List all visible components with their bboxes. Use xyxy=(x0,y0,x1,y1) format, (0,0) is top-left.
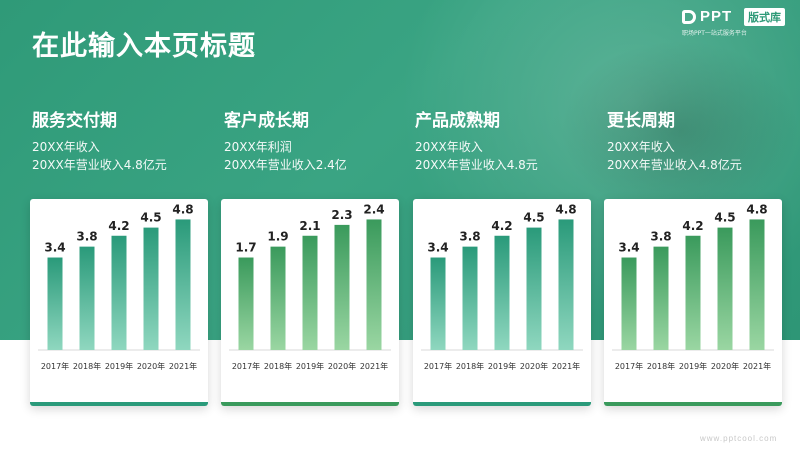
bar-4 xyxy=(749,219,765,350)
column-header-2: 客户成长期 20XX年利润 20XX年营业收入2.4亿 xyxy=(224,106,404,174)
data-label-2: 4.2 xyxy=(682,219,703,233)
column-line-1: 20XX年利润 xyxy=(224,140,292,154)
column-line-1: 20XX年收入 xyxy=(415,140,483,154)
bar-2 xyxy=(685,235,701,350)
data-label-4: 2.4 xyxy=(363,202,384,216)
column-header-4: 更长周期 20XX年收入 20XX年营业收入4.8亿元 xyxy=(607,106,787,174)
data-label-0: 3.4 xyxy=(618,241,639,255)
bar-4 xyxy=(175,219,191,350)
bar-0 xyxy=(47,257,63,350)
bar-2 xyxy=(494,235,510,350)
bar-1 xyxy=(462,246,478,350)
bar-1 xyxy=(79,246,95,350)
data-label-3: 4.5 xyxy=(523,211,544,225)
logo-p-icon xyxy=(682,10,696,24)
x-tick-label-1: 2018年 xyxy=(647,361,675,371)
bar-3 xyxy=(526,227,542,350)
page-title: 在此输入本页标题 xyxy=(32,31,256,62)
x-tick-label-0: 2017年 xyxy=(232,361,260,371)
chart-card-3: 3.4 2017年 3.8 2018年 4.2 2019年 4.5 2020年 4.8 2021年 xyxy=(413,199,591,406)
column-title: 服务交付期 xyxy=(32,111,117,131)
bar-chart-1: 3.4 2017年 3.8 2018年 4.2 2019年 4.5 2020年 4.8 2021年 xyxy=(38,202,200,371)
column-line-2: 20XX年营业收入4.8亿元 xyxy=(607,158,742,172)
logo-tagline: 职场PPT一站式服务平台 xyxy=(682,30,747,37)
bar-chart-2: 1.7 2017年 1.9 2018年 2.1 2019年 2.3 2020年 2.4 2021年 xyxy=(229,202,391,371)
x-tick-label-4: 2021年 xyxy=(552,361,580,371)
column-title: 更长周期 xyxy=(607,111,675,131)
data-label-2: 4.2 xyxy=(491,219,512,233)
data-label-1: 3.8 xyxy=(459,230,480,244)
column-line-2: 20XX年营业收入2.4亿 xyxy=(224,158,347,172)
data-label-3: 4.5 xyxy=(714,211,735,225)
bar-0 xyxy=(238,257,254,350)
column-title: 产品成熟期 xyxy=(415,111,500,131)
x-tick-label-2: 2019年 xyxy=(296,361,324,371)
bar-0 xyxy=(430,257,446,350)
logo-wordmark: PPT xyxy=(682,8,732,25)
x-tick-label-0: 2017年 xyxy=(424,361,452,371)
bar-2 xyxy=(302,235,318,350)
bar-4 xyxy=(366,219,382,350)
chart-card-1: 3.4 2017年 3.8 2018年 4.2 2019年 4.5 2020年 4.8 2021年 xyxy=(30,199,208,406)
x-tick-label-2: 2019年 xyxy=(488,361,516,371)
watermark: www.pptcool.com xyxy=(700,434,778,443)
column-header-1: 服务交付期 20XX年收入 20XX年营业收入4.8亿元 xyxy=(32,106,212,174)
bar-chart-4: 3.4 2017年 3.8 2018年 4.2 2019年 4.5 2020年 4.8 2021年 xyxy=(612,202,774,371)
bar-3 xyxy=(717,227,733,350)
column-line-2: 20XX年营业收入4.8亿元 xyxy=(32,158,167,172)
data-label-2: 2.1 xyxy=(299,219,320,233)
x-tick-label-4: 2021年 xyxy=(743,361,771,371)
data-label-3: 2.3 xyxy=(331,208,352,222)
column-line-1: 20XX年收入 xyxy=(32,140,100,154)
bar-1 xyxy=(270,246,286,350)
bar-chart-3: 3.4 2017年 3.8 2018年 4.2 2019年 4.5 2020年 4.8 2021年 xyxy=(421,202,583,371)
data-label-0: 3.4 xyxy=(427,241,448,255)
x-tick-label-4: 2021年 xyxy=(360,361,388,371)
logo-badge: 版式库 xyxy=(744,8,785,26)
card-accent-bar xyxy=(221,402,399,406)
data-label-4: 4.8 xyxy=(746,202,767,216)
hero-photo-shade xyxy=(560,40,800,220)
chart-card-2: 1.7 2017年 1.9 2018年 2.1 2019年 2.3 2020年 2.4 2021年 xyxy=(221,199,399,406)
data-label-2: 4.2 xyxy=(108,219,129,233)
data-label-1: 3.8 xyxy=(650,230,671,244)
x-tick-label-2: 2019年 xyxy=(105,361,133,371)
column-line-2: 20XX年营业收入4.8元 xyxy=(415,158,538,172)
data-label-1: 1.9 xyxy=(267,230,288,244)
bar-0 xyxy=(621,257,637,350)
column-header-3: 产品成熟期 20XX年收入 20XX年营业收入4.8元 xyxy=(415,106,595,174)
card-accent-bar xyxy=(604,402,782,406)
data-label-4: 4.8 xyxy=(555,202,576,216)
card-accent-bar xyxy=(413,402,591,406)
card-accent-bar xyxy=(30,402,208,406)
x-tick-label-3: 2020年 xyxy=(520,361,548,371)
data-label-0: 1.7 xyxy=(235,241,256,255)
bar-3 xyxy=(143,227,159,350)
x-tick-label-3: 2020年 xyxy=(137,361,165,371)
x-tick-label-3: 2020年 xyxy=(328,361,356,371)
data-label-0: 3.4 xyxy=(44,241,65,255)
x-tick-label-2: 2019年 xyxy=(679,361,707,371)
bar-4 xyxy=(558,219,574,350)
bar-3 xyxy=(334,224,350,350)
bar-1 xyxy=(653,246,669,350)
x-tick-label-4: 2021年 xyxy=(169,361,197,371)
x-tick-label-1: 2018年 xyxy=(264,361,292,371)
column-line-1: 20XX年收入 xyxy=(607,140,675,154)
x-tick-label-0: 2017年 xyxy=(41,361,69,371)
bar-2 xyxy=(111,235,127,350)
chart-card-4: 3.4 2017年 3.8 2018年 4.2 2019年 4.5 2020年 4.8 2021年 xyxy=(604,199,782,406)
x-tick-label-1: 2018年 xyxy=(456,361,484,371)
data-label-1: 3.8 xyxy=(76,230,97,244)
logo-brand-text: PPT xyxy=(700,8,733,25)
brand-logo[interactable]: PPT 版式库 职场PPT一站式服务平台 xyxy=(682,8,792,38)
x-tick-label-1: 2018年 xyxy=(73,361,101,371)
data-label-4: 4.8 xyxy=(172,202,193,216)
x-tick-label-0: 2017年 xyxy=(615,361,643,371)
data-label-3: 4.5 xyxy=(140,211,161,225)
x-tick-label-3: 2020年 xyxy=(711,361,739,371)
column-title: 客户成长期 xyxy=(224,111,309,131)
